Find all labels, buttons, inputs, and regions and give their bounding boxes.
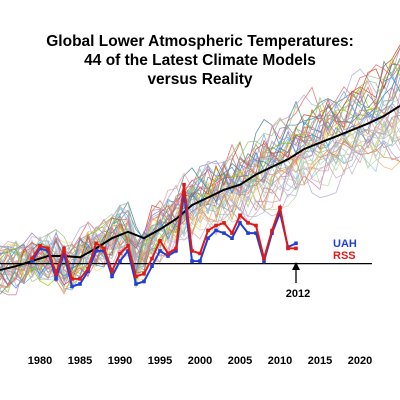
x-tick-label: 1995 (148, 355, 172, 367)
x-tick-label: 2015 (308, 355, 332, 367)
data-point-uah (142, 279, 146, 284)
data-point-rss (222, 221, 226, 225)
data-point-rss (286, 246, 290, 251)
model-run-line (0, 62, 400, 280)
data-point-rss (206, 228, 210, 233)
series-line-uah (31, 193, 297, 288)
data-point-uah (134, 282, 138, 286)
model-run-line (0, 60, 400, 274)
data-point-uah (110, 274, 114, 279)
data-point-uah (94, 249, 98, 253)
series-line-rss (31, 184, 296, 280)
data-point-rss (126, 244, 130, 248)
data-point-rss (150, 256, 154, 261)
x-tick-label: 2005 (228, 355, 252, 367)
x-tick-label: 2020 (348, 355, 372, 367)
title-line-1: Global Lower Atmospheric Temperatures: (46, 33, 353, 50)
data-point-rss (118, 251, 122, 256)
x-tick-label: 1980 (28, 355, 52, 367)
data-point-rss (102, 246, 106, 251)
model-run-line (0, 124, 400, 293)
data-point-rss (110, 269, 114, 274)
data-point-uah (86, 269, 90, 274)
data-point-uah (126, 249, 130, 253)
data-point-rss (230, 231, 234, 235)
data-point-rss (238, 213, 242, 218)
model-run-line (0, 140, 400, 295)
data-point-rss (278, 205, 282, 210)
observed-series (30, 182, 298, 289)
data-point-rss (62, 246, 66, 251)
data-point-rss (158, 238, 162, 243)
data-point-rss (214, 223, 218, 228)
legend-label-uah: UAH (333, 238, 357, 250)
data-point-uah (166, 254, 170, 258)
data-point-rss (262, 256, 266, 261)
data-point-uah (70, 284, 74, 289)
annotation-arrow-head (292, 262, 300, 270)
data-point-uah (118, 259, 122, 263)
data-point-rss (246, 221, 250, 225)
title-line-2: 44 of the Latest Climate Models (84, 52, 316, 69)
data-point-uah (246, 231, 250, 235)
data-point-rss (46, 246, 50, 251)
data-point-rss (70, 277, 74, 281)
data-point-rss (254, 223, 258, 228)
data-point-uah (54, 277, 58, 281)
data-point-uah (182, 191, 186, 196)
data-point-uah (294, 241, 298, 246)
data-point-rss (134, 274, 138, 279)
series-rss (30, 182, 298, 281)
model-run-line (0, 114, 400, 288)
x-tick-label: 1985 (68, 355, 92, 367)
data-point-uah (214, 228, 218, 233)
model-run-line (0, 101, 400, 288)
title-line-3: versus Reality (147, 71, 252, 88)
data-point-rss (142, 272, 146, 276)
data-point-rss (294, 246, 298, 251)
annotation-label: 2012 (286, 288, 310, 300)
x-tick-label: 2010 (268, 355, 292, 367)
data-point-rss (54, 272, 58, 276)
data-point-uah (230, 236, 234, 240)
data-point-rss (270, 228, 274, 233)
data-point-uah (222, 231, 226, 235)
data-point-uah (198, 259, 202, 263)
data-point-uah (254, 231, 258, 235)
data-point-rss (198, 251, 202, 256)
data-point-uah (30, 259, 34, 263)
x-tick-label: 2000 (188, 355, 212, 367)
model-run-line (0, 67, 400, 289)
chart-title: Global Lower Atmospheric Temperatures: 4… (46, 33, 353, 88)
data-point-rss (182, 182, 186, 187)
annotation-2012: 2012 (286, 262, 310, 300)
data-point-uah (150, 264, 154, 268)
data-point-rss (190, 249, 194, 253)
data-point-rss (166, 251, 170, 256)
x-axis-ticks: 1980 1985 1990 1995 2000 2005 2010 2015 2020 (28, 355, 372, 367)
data-point-uah (238, 221, 242, 225)
legend-label-rss: RSS (333, 250, 356, 262)
data-point-uah (78, 282, 82, 286)
data-point-rss (38, 244, 42, 248)
data-point-uah (190, 259, 194, 263)
x-tick-label: 1990 (108, 355, 132, 367)
data-point-uah (206, 236, 210, 240)
data-point-uah (174, 249, 178, 253)
data-point-rss (30, 256, 34, 261)
data-point-rss (86, 266, 90, 271)
data-point-rss (78, 277, 82, 281)
data-point-rss (174, 246, 178, 251)
data-point-uah (38, 246, 42, 251)
data-point-rss (94, 241, 98, 246)
data-point-uah (62, 251, 66, 256)
data-point-uah (158, 249, 162, 253)
